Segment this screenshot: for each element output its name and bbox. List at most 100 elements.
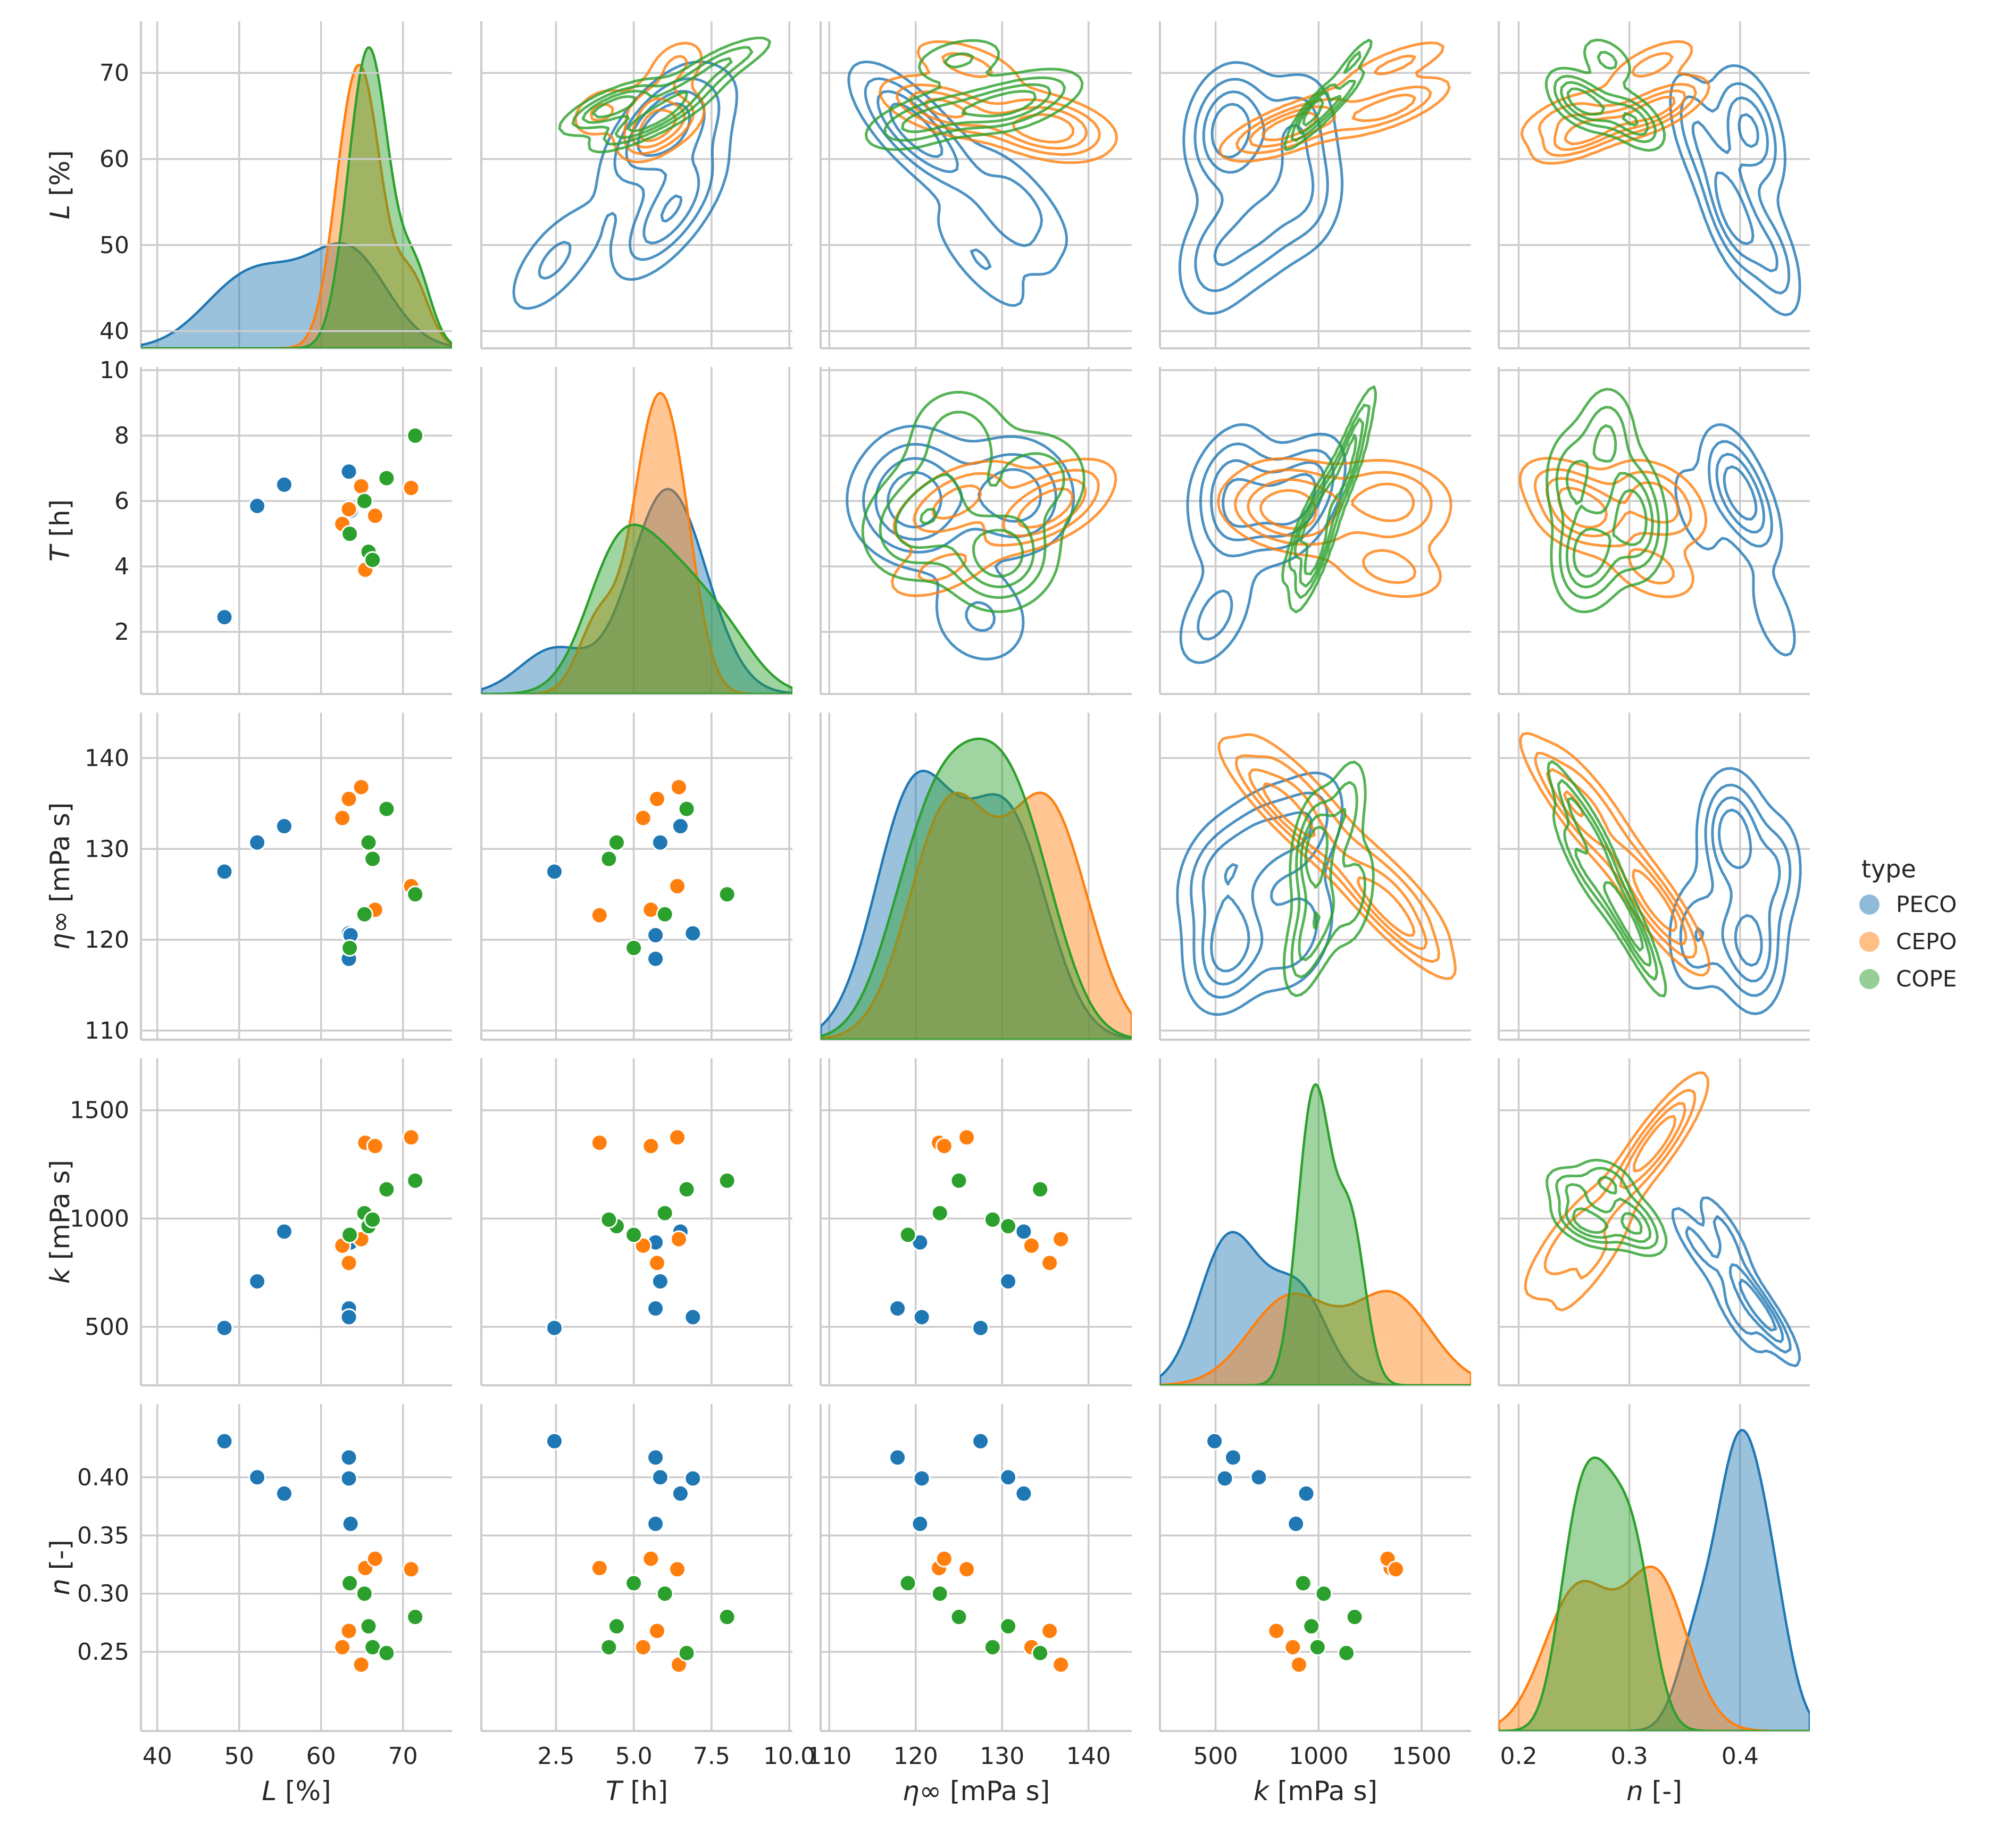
panel-T-vs-L <box>140 367 452 695</box>
point-cope <box>1302 1617 1321 1635</box>
kde-contour-cepo <box>574 41 706 164</box>
point-cope <box>406 1172 424 1190</box>
point-peco <box>647 950 665 968</box>
point-cope <box>678 800 696 818</box>
plot-area <box>481 391 792 694</box>
point-cepo <box>634 1638 652 1656</box>
y-tick-label: 2 <box>114 618 129 646</box>
kde-contour-peco <box>1718 808 1763 967</box>
kde-curve-cope <box>1160 1083 1471 1385</box>
kde-contour-cope <box>901 83 1052 133</box>
point-peco <box>275 475 293 494</box>
point-peco <box>1206 1432 1224 1450</box>
kde-contour-cope <box>1288 404 1371 599</box>
plot-area <box>1160 1083 1471 1385</box>
point-peco <box>1297 1485 1315 1503</box>
point-peco <box>671 817 689 835</box>
point-peco <box>972 1432 990 1450</box>
point-cope <box>656 1585 674 1603</box>
plot-area <box>1518 388 1796 657</box>
kde-contour-cope <box>1565 424 1654 589</box>
kde-curve-cepo <box>1160 1290 1471 1385</box>
point-cope <box>983 1638 1001 1656</box>
point-cepo <box>366 1550 384 1568</box>
point-cepo <box>402 1128 420 1147</box>
panel-T-vs-n <box>1498 367 1810 695</box>
panel-L-vs-L <box>140 21 452 349</box>
y-tick-label: 70 <box>99 60 129 87</box>
kde-curve-peco <box>141 242 452 348</box>
kde-contour-cope <box>1290 781 1366 979</box>
point-cepo <box>1041 1254 1059 1272</box>
kde-contour-peco <box>1685 1215 1792 1354</box>
point-peco <box>1015 1223 1033 1241</box>
kde-contour-cope <box>1553 51 1657 144</box>
kde-contour-peco <box>1715 453 1765 534</box>
x-tick-label: 500 <box>1193 1743 1238 1770</box>
x-tick-label: 130 <box>980 1743 1024 1770</box>
kde-contour-cope <box>1565 1175 1652 1243</box>
point-peco <box>1015 1485 1033 1503</box>
panel-T-vs-k <box>1159 367 1471 695</box>
point-cope <box>625 1226 643 1244</box>
point-cepo <box>669 877 687 895</box>
x-tick-label: 7.5 <box>693 1743 730 1770</box>
kde-contour-cepo <box>1235 54 1432 154</box>
kde-contour-peco <box>1708 440 1773 548</box>
panel-eta-vs-eta <box>820 713 1132 1041</box>
point-cope <box>600 1210 618 1228</box>
kde-contour-cepo <box>1524 1071 1710 1311</box>
x-tick-label: 0.3 <box>1611 1743 1648 1770</box>
point-cepo <box>1041 1622 1059 1640</box>
panel-eta-vs-T <box>480 713 792 1041</box>
panel-n-vs-eta <box>820 1404 1132 1732</box>
point-cepo <box>352 778 370 796</box>
point-cope <box>378 1180 396 1198</box>
axis-title-x-T: T [h] <box>606 1776 668 1807</box>
point-cope <box>406 885 424 904</box>
point-peco <box>340 1469 358 1487</box>
point-peco <box>913 1469 931 1487</box>
y-tick-label: 140 <box>85 745 129 772</box>
point-cepo <box>670 778 688 796</box>
x-tick-label: 110 <box>807 1743 851 1770</box>
point-cepo <box>669 1128 687 1147</box>
kde-contour-cope <box>919 507 1024 578</box>
kde-contour-cope <box>1283 760 1375 997</box>
point-peco <box>545 863 563 881</box>
point-peco <box>1250 1468 1268 1486</box>
point-cope <box>1294 1574 1312 1592</box>
point-cope <box>600 1638 618 1656</box>
point-peco <box>215 608 233 626</box>
point-cope <box>341 1574 359 1592</box>
point-peco <box>215 1432 233 1450</box>
legend-label-peco: PECO <box>1896 891 1957 917</box>
panel-k-vs-T <box>480 1058 792 1386</box>
point-peco <box>1224 1449 1242 1467</box>
point-cepo <box>333 809 352 827</box>
kde-contour-peco <box>1738 1278 1777 1332</box>
kde-curve-cepo <box>141 63 452 348</box>
point-cope <box>364 850 382 868</box>
point-cepo <box>340 1254 358 1272</box>
point-cepo <box>402 479 420 497</box>
point-cope <box>950 1172 968 1190</box>
axis-title-y-n: n [-] <box>45 1540 76 1595</box>
plot-area <box>821 737 1132 1040</box>
plot-area <box>215 778 424 968</box>
plot-area <box>1206 1432 1405 1674</box>
point-peco <box>545 1319 563 1337</box>
point-cope <box>999 1217 1017 1235</box>
y-tick-label: 4 <box>114 553 129 580</box>
kde-contour-cope <box>1555 406 1660 599</box>
panel-L-vs-k <box>1159 21 1471 349</box>
axis-title-y-T: T [h] <box>45 499 76 562</box>
point-cope <box>999 1617 1017 1635</box>
kde-contour-cope <box>883 52 1066 142</box>
panel-k-vs-n <box>1498 1058 1810 1386</box>
plot-area <box>1179 385 1452 664</box>
panel-k-vs-k <box>1159 1058 1471 1386</box>
point-cope <box>1346 1608 1364 1626</box>
point-cepo <box>1052 1655 1070 1674</box>
point-cope <box>678 1180 696 1198</box>
